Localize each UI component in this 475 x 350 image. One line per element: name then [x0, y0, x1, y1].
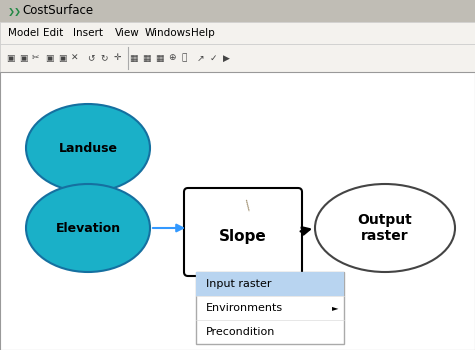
Text: Help: Help [191, 28, 215, 38]
Text: ▦: ▦ [155, 54, 163, 63]
Text: ✂: ✂ [32, 54, 39, 63]
Text: ▣: ▣ [45, 54, 54, 63]
Text: ▦: ▦ [129, 54, 137, 63]
Ellipse shape [315, 184, 455, 272]
Text: Windows: Windows [144, 28, 191, 38]
Text: ✋: ✋ [181, 54, 186, 63]
Bar [0, 22, 475, 44]
Text: ▶: ▶ [223, 54, 230, 63]
Text: ✕: ✕ [71, 54, 78, 63]
Bar [196, 272, 344, 344]
Text: ▣: ▣ [19, 54, 28, 63]
Text: ❯❯: ❯❯ [8, 7, 22, 15]
Text: ↺: ↺ [87, 54, 95, 63]
Text: View: View [114, 28, 139, 38]
Text: Input raster: Input raster [206, 279, 272, 289]
Text: Output
raster: Output raster [358, 213, 412, 243]
Text: ⊕: ⊕ [168, 54, 175, 63]
Text: Insert: Insert [74, 28, 104, 38]
Bar [0, 0, 475, 22]
Bar [0, 72, 475, 350]
Bar [0, 44, 475, 72]
Text: ▦: ▦ [142, 54, 151, 63]
Text: Environments: Environments [206, 303, 283, 313]
Text: ✛: ✛ [113, 54, 121, 63]
Text: Model: Model [8, 28, 39, 38]
Text: ►: ► [332, 303, 338, 313]
Text: Edit: Edit [44, 28, 64, 38]
Text: Precondition: Precondition [206, 327, 276, 337]
Text: ✓: ✓ [210, 54, 218, 63]
Text: ▣: ▣ [6, 54, 15, 63]
Ellipse shape [26, 184, 150, 272]
Text: ↗: ↗ [197, 54, 205, 63]
Text: CostSurface: CostSurface [22, 5, 93, 18]
Ellipse shape [26, 104, 150, 192]
Text: Slope: Slope [219, 229, 267, 244]
Text: ↻: ↻ [100, 54, 107, 63]
Text: /: / [242, 199, 254, 212]
FancyBboxPatch shape [184, 188, 302, 276]
Text: Landuse: Landuse [58, 141, 117, 154]
Bar [196, 272, 344, 296]
Text: ▣: ▣ [58, 54, 66, 63]
Text: Elevation: Elevation [56, 222, 121, 235]
